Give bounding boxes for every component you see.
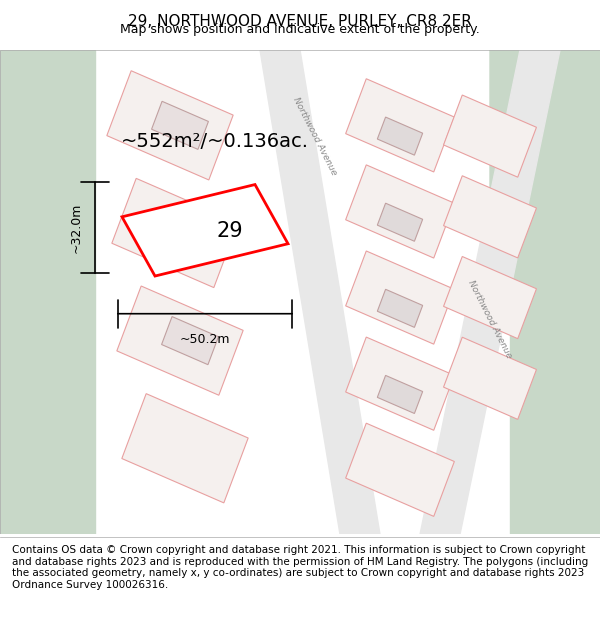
Polygon shape <box>346 165 454 258</box>
Text: 29: 29 <box>217 221 244 241</box>
Polygon shape <box>510 50 600 534</box>
Polygon shape <box>377 203 422 241</box>
Polygon shape <box>260 50 380 534</box>
Polygon shape <box>346 423 454 516</box>
Polygon shape <box>157 209 214 257</box>
Polygon shape <box>122 394 248 503</box>
Polygon shape <box>152 101 208 149</box>
Polygon shape <box>117 286 243 395</box>
Polygon shape <box>346 79 454 172</box>
Polygon shape <box>346 251 454 344</box>
Polygon shape <box>420 50 560 534</box>
Polygon shape <box>122 184 288 276</box>
Polygon shape <box>161 317 218 364</box>
Polygon shape <box>490 50 600 319</box>
Polygon shape <box>112 178 238 288</box>
Polygon shape <box>377 376 422 414</box>
Text: ~32.0m: ~32.0m <box>70 202 83 252</box>
Text: Northwood Avenue: Northwood Avenue <box>466 279 514 359</box>
Text: Northwood Avenue: Northwood Avenue <box>292 96 338 177</box>
Text: Contains OS data © Crown copyright and database right 2021. This information is : Contains OS data © Crown copyright and d… <box>12 545 588 590</box>
Polygon shape <box>0 50 95 534</box>
Text: ~50.2m: ~50.2m <box>180 333 230 346</box>
Polygon shape <box>346 337 454 430</box>
Polygon shape <box>443 176 536 258</box>
Polygon shape <box>443 95 536 178</box>
Polygon shape <box>443 338 536 419</box>
Polygon shape <box>107 71 233 180</box>
Polygon shape <box>443 256 536 339</box>
Text: Map shows position and indicative extent of the property.: Map shows position and indicative extent… <box>120 23 480 36</box>
Text: ~552m²/~0.136ac.: ~552m²/~0.136ac. <box>121 132 309 151</box>
Text: 29, NORTHWOOD AVENUE, PURLEY, CR8 2ER: 29, NORTHWOOD AVENUE, PURLEY, CR8 2ER <box>128 14 472 29</box>
Polygon shape <box>377 289 422 328</box>
Polygon shape <box>377 117 422 155</box>
